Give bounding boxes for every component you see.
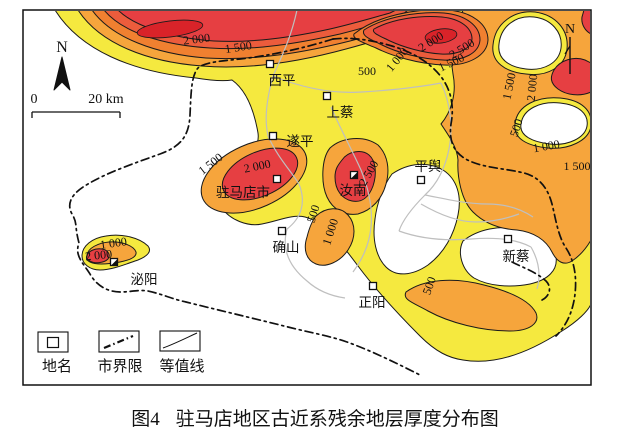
contour-blob-red-east [550,57,590,96]
figure-number: 图4 [131,409,160,430]
city-marker [277,226,287,236]
city-suiping: 遂平 [268,131,314,149]
contour-label: 1 500 [224,38,253,56]
figure-title: 驻马店地区古近系残余地层厚度分布图 [176,408,499,430]
city-shangcai: 上蔡 [322,91,354,120]
legend: 地名 市界限 等值线 [37,330,205,375]
county-boundary-line [398,230,532,248]
contour-label: 500 [420,275,439,297]
contour-line-icon [162,332,198,349]
city-xincai: 新蔡 [503,234,530,264]
contour-label: 1 500 [564,159,591,173]
county-boundary-line [398,82,452,232]
city-marker [265,59,275,69]
city-marker-diagonal [111,259,118,266]
city-label: 上蔡 [327,105,354,120]
dash-dot-boundary-icon [103,334,134,350]
north-needle-label: N [565,22,575,37]
contour-label: 500 [507,117,526,138]
city-label: 遂平 [287,134,314,149]
contour-blob-biyang-red [86,248,110,264]
north-arrow: N [53,39,71,91]
legend-label: 地名 [42,358,72,375]
north-needle: N [564,22,575,74]
north-needle-barb [564,45,571,55]
scale-bar-line [31,111,121,118]
contour-label: 2 000 [84,247,112,264]
city-zhumadian: 驻马店市 [216,174,282,200]
city-zhengyang: 正阳 [359,281,386,310]
north-arrow-icon [53,56,71,91]
legend-item-contour: 等值线 [159,330,205,375]
legend-label: 等值线 [159,357,204,375]
figure-caption: 图4 驻马店地区古近系残余地层厚度分布图 [131,408,499,430]
city-label: 新蔡 [503,249,530,264]
legend-item-placename: 地名 [37,331,72,375]
contour-blob-zhumadian-red [221,147,299,201]
north-arrow-label: N [56,39,68,56]
city-runan: 汝南 [340,170,367,198]
city-marker [322,91,332,101]
contour-core-3000-ne [424,28,458,44]
contour-blob-2500-ne [372,16,473,55]
county-boundary-line [330,106,373,273]
city-label: 驻马店市 [216,184,270,200]
contour-blob-runan-tail [304,208,355,266]
city-label: 正阳 [359,295,386,310]
city-marker [503,234,513,244]
map-body: 2 000 1 500 500 1 000 2 000 2 500 1 500 … [55,11,591,376]
city-xiping: 西平 [265,59,296,88]
contour-label: 2 000 [243,156,272,175]
city-label: 平舆 [415,159,442,174]
contour-label: 500 [358,64,376,78]
city-queshan: 确山 [273,226,300,255]
city-marker [368,281,378,291]
legend-item-boundary: 市界限 [97,330,143,375]
contour-label: 1 500 [499,72,518,101]
contour-label: 1 000 [99,234,128,252]
scale-end-label: 20 km [88,92,124,107]
county-boundary-line [424,194,534,218]
scale-start-label: 0 [31,92,38,107]
city-label: 确山 [273,240,300,255]
county-boundary-line [272,75,442,93]
city-marker [416,175,426,185]
county-boundary-line [267,135,346,299]
city-label: 汝南 [340,183,367,198]
city-marker [268,131,278,141]
city-marker-diagonal [351,172,358,179]
contour-blob-red-corner [581,11,590,34]
contour-label: 500 [304,203,323,224]
legend-label: 市界限 [97,358,142,375]
city-boundary-line [332,37,577,337]
city-pingyu: 平舆 [415,159,442,185]
contour-core-3000 [136,19,204,39]
county-boundary-line [530,246,540,290]
city-boundary-line [511,261,551,301]
place-name-square-icon [46,336,60,349]
city-biyang: 泌阳 [109,257,158,287]
city-marker [272,174,282,184]
city-label: 西平 [269,73,296,88]
scale-bar: 0 20 km [31,92,124,118]
city-label: 泌阳 [131,272,158,287]
contour-label: 2 000 [182,30,211,47]
contour-label: 1 000 [532,137,561,155]
city-boundary-line [68,38,421,376]
contour-label: 2 000 [524,73,541,101]
contour-band-core-se [404,279,538,332]
county-boundary-line [420,203,520,223]
